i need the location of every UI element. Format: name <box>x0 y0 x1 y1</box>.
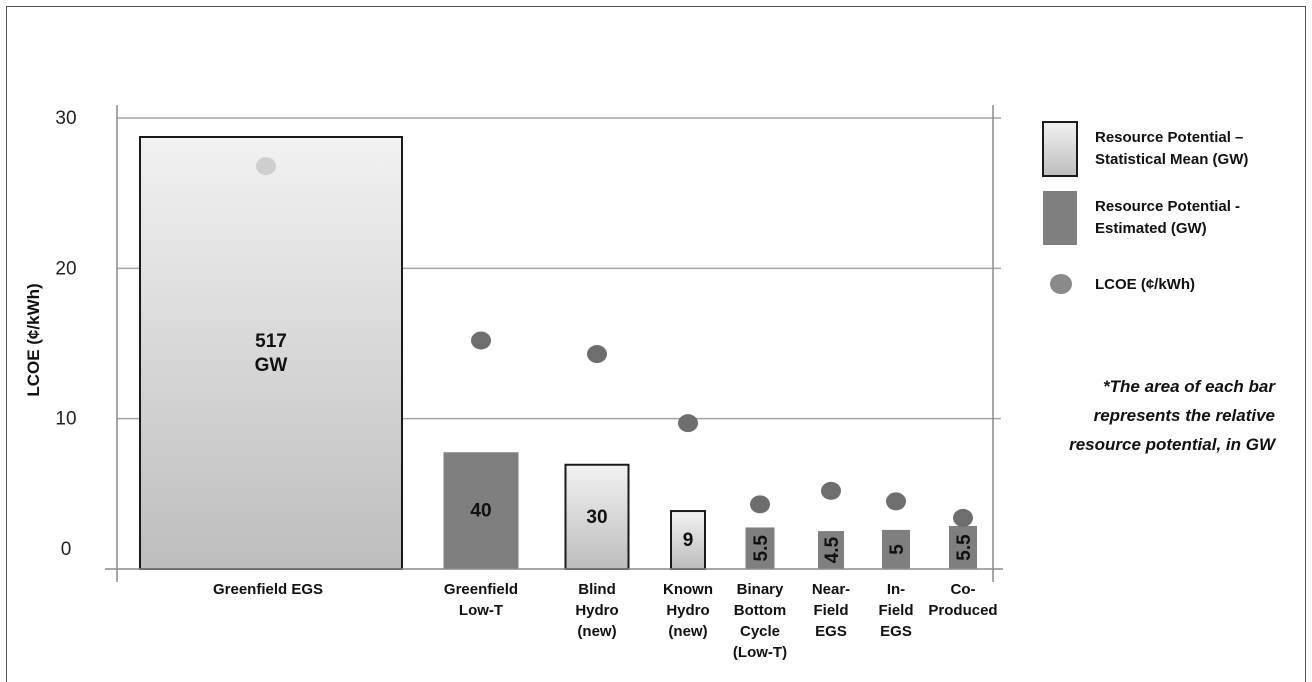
category-label-4-0: Binary <box>737 581 784 598</box>
bar-label-5: 4.5 <box>822 536 843 563</box>
y-tick-label-20: 20 <box>55 258 76 279</box>
bar-label-6: 5 <box>887 544 908 555</box>
bar-5 <box>818 531 844 569</box>
bar-label-7: 5.5 <box>954 534 975 561</box>
lcoe-dot-3 <box>678 414 698 433</box>
category-label-3-1: Hydro <box>666 602 709 619</box>
bar-label-0-1: GW <box>255 355 288 376</box>
category-label-7-0: Co- <box>951 581 976 598</box>
y-tick-label-10: 10 <box>55 409 76 430</box>
category-label-0-0: Greenfield EGS <box>213 581 323 598</box>
lcoe-dot-7 <box>953 508 973 527</box>
category-label-2-1: Hydro <box>575 602 618 619</box>
legend-swatch-lcoe <box>1050 274 1072 294</box>
lcoe-dot-4 <box>750 495 770 514</box>
category-label-4-2: Cycle <box>740 623 780 640</box>
category-label-6-2: EGS <box>880 623 912 640</box>
annotation-line-2: resource potential, in GW <box>1069 435 1277 454</box>
bar-label-0-0: 517 <box>255 331 287 352</box>
category-label-4-3: (Low-T) <box>733 644 787 661</box>
y-tick-label-30: 30 <box>55 108 76 129</box>
legend-label-estimated-0: Resource Potential - <box>1095 198 1240 215</box>
lcoe-dot-2 <box>587 345 607 364</box>
bar-label-4: 5.5 <box>751 535 772 562</box>
y-tick-label-0: 0 <box>61 539 72 560</box>
bar-6 <box>882 529 910 569</box>
legend-swatch-statistical <box>1042 121 1078 177</box>
legend-swatch-estimated <box>1043 191 1077 245</box>
chart-frame <box>6 6 1306 682</box>
category-label-1-1: Low-T <box>459 602 503 619</box>
category-label-1-0: Greenfield <box>444 581 518 598</box>
lcoe-dot-6 <box>886 492 906 511</box>
bar-0 <box>139 136 403 570</box>
bar-label-2-0: 30 <box>586 507 607 528</box>
category-label-5-0: Near- <box>812 581 850 598</box>
category-label-5-2: EGS <box>815 623 847 640</box>
legend-label-estimated-1: Estimated (GW) <box>1095 220 1207 237</box>
category-label-2-2: (new) <box>577 623 616 640</box>
bar-label-1-0: 40 <box>470 501 491 522</box>
bar-7 <box>949 525 977 569</box>
annotation-line-1: represents the relative <box>1094 406 1275 425</box>
bar-label-3-0: 9 <box>683 530 694 551</box>
category-label-4-1: Bottom <box>734 602 787 619</box>
bar-4 <box>745 527 775 569</box>
bar-1 <box>443 452 519 569</box>
category-label-5-1: Field <box>813 602 848 619</box>
category-label-2-0: Blind <box>578 581 616 598</box>
legend-label-statistical-1: Statistical Mean (GW) <box>1095 151 1248 168</box>
category-label-3-2: (new) <box>668 623 707 640</box>
category-label-6-0: In- <box>887 581 905 598</box>
y-axis-label: LCOE (¢/kWh) <box>24 283 43 396</box>
legend-label-lcoe-0: LCOE (¢/kWh) <box>1095 276 1195 293</box>
category-label-6-1: Field <box>878 602 913 619</box>
category-label-7-1: Produced <box>928 602 997 619</box>
lcoe-dot-1 <box>471 331 491 350</box>
legend-label-statistical-0: Resource Potential – <box>1095 129 1243 146</box>
lcoe-dot-0 <box>256 157 276 176</box>
bar-3 <box>670 510 706 570</box>
annotation-line-0: *The area of each bar <box>1103 377 1276 396</box>
lcoe-dot-5 <box>821 481 841 500</box>
category-label-3-0: Known <box>663 581 713 598</box>
